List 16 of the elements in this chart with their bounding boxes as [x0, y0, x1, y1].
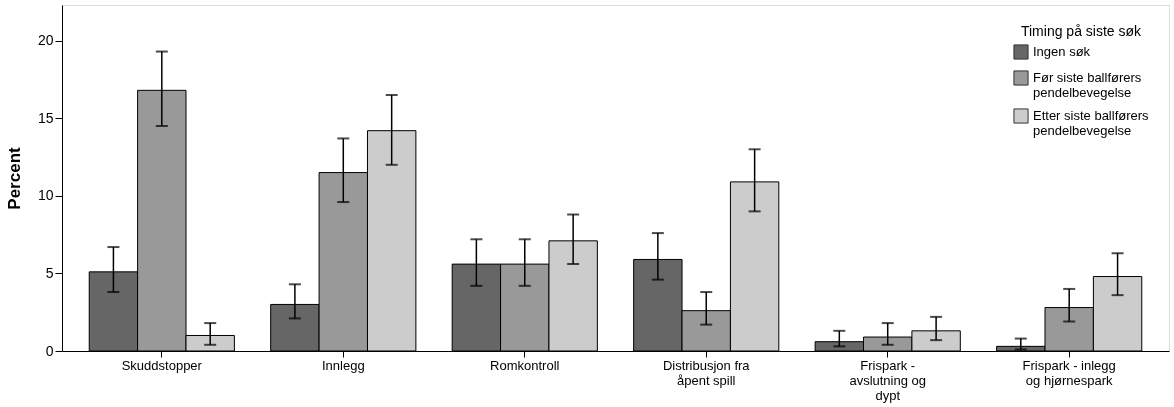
y-tick-label: 20	[37, 32, 54, 49]
y-tick-label: 5	[45, 264, 54, 281]
legend-title: Timing på siste søk	[1020, 23, 1143, 39]
x-tick-label: Frispark - avslutning og dypt	[849, 357, 927, 403]
x-tick-label: Distribusjon fra åpent spill	[662, 357, 751, 388]
x-tick-label: Innlegg	[321, 357, 365, 373]
y-tick-label: 10	[37, 187, 54, 204]
y-axis-title: Percent	[4, 146, 24, 210]
legend-label: Før siste ballførers pendelbevegelse	[1033, 70, 1142, 100]
x-tick-label: Skuddstopper	[121, 357, 203, 373]
x-tick-label: Romkontroll	[490, 357, 560, 373]
legend-label: Etter siste ballførers pendelbevegelse	[1033, 108, 1150, 138]
y-tick-label: 15	[37, 109, 54, 126]
y-tick-label: 0	[45, 342, 54, 359]
x-tick-label: Frispark - inlegg og hjørnespark	[1022, 357, 1116, 388]
legend-label: Ingen søk	[1033, 44, 1091, 59]
